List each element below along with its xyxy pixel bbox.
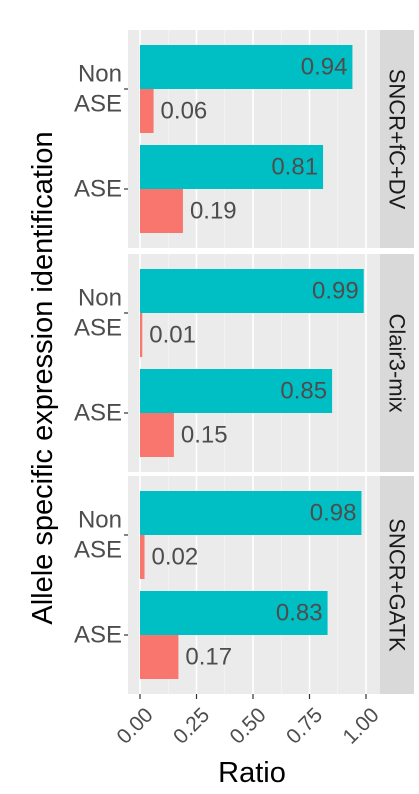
x-axis: 0.00 0.25 0.50 0.75 1.00 (113, 694, 384, 749)
bar-value-label: 0.06 (161, 98, 208, 125)
panels: SNCR+fC+DV0.940.06NonASE0.810.19ASEClair… (74, 30, 414, 694)
bar-value-label: 0.81 (271, 154, 318, 181)
x-tick-label: 0.50 (226, 703, 271, 748)
category-label: ASE (74, 315, 122, 342)
facet-strip-label: Clair3-mix (385, 314, 410, 413)
x-tick-label: 1.00 (339, 703, 384, 748)
category-label: ASE (74, 622, 122, 649)
facet-panel: SNCR+GATK 0.98 0.02 Non ASE 0.83 0.17 ASE (74, 476, 414, 694)
x-tick-label: 0.25 (169, 703, 214, 748)
bar-salmon (140, 635, 179, 679)
bar-salmon (140, 89, 154, 133)
bar-salmon (140, 413, 174, 457)
x-tick-label: 0.00 (113, 703, 158, 748)
bar-value-label: 0.99 (312, 278, 359, 305)
bar-salmon (140, 189, 183, 233)
bar-value-label: 0.94 (301, 54, 348, 81)
bar-value-label: 0.98 (310, 500, 357, 527)
category-label: ASE (74, 91, 122, 118)
bar-value-label: 0.85 (280, 378, 327, 405)
bar-value-label: 0.83 (276, 600, 323, 627)
bar-value-label: 0.01 (149, 322, 196, 349)
bar-value-label: 0.17 (185, 644, 232, 671)
bar-salmon (140, 313, 143, 357)
facet-strip (380, 254, 414, 472)
category-label: ASE (74, 537, 122, 564)
bar-teal (140, 45, 353, 89)
y-axis-title: Allele specific expression identificatio… (27, 131, 59, 624)
facet-strip-label: SNCR+GATK (385, 518, 410, 652)
facet-strip (380, 476, 414, 694)
bar-teal (140, 145, 324, 189)
bar-value-label: 0.15 (181, 422, 228, 449)
category-label: Non (78, 61, 122, 88)
category-label: Non (78, 285, 122, 312)
bar-teal (140, 369, 333, 413)
facet-strip-label: SNCR+fC+DV (385, 69, 410, 210)
bar-salmon (140, 535, 145, 579)
facet-panel: Clair3-mix 0.99 0.01 Non ASE 0.85 0.15 ASE (74, 254, 414, 472)
bar-teal (140, 491, 362, 535)
bar-teal (140, 269, 364, 313)
facet-panel: SNCR+fC+DV 0.94 0.06 Non ASE 0.81 0.19 ASE (74, 30, 414, 248)
bar-value-label: 0.19 (190, 198, 237, 225)
x-axis-title: Ratio (218, 757, 286, 789)
category-label: ASE (74, 176, 122, 203)
x-tick-label: 0.75 (282, 703, 327, 748)
category-label: ASE (74, 400, 122, 427)
bar-value-label: 0.02 (152, 544, 199, 571)
bar-teal (140, 591, 328, 635)
facet-strip (380, 30, 414, 248)
category-label: Non (78, 507, 122, 534)
